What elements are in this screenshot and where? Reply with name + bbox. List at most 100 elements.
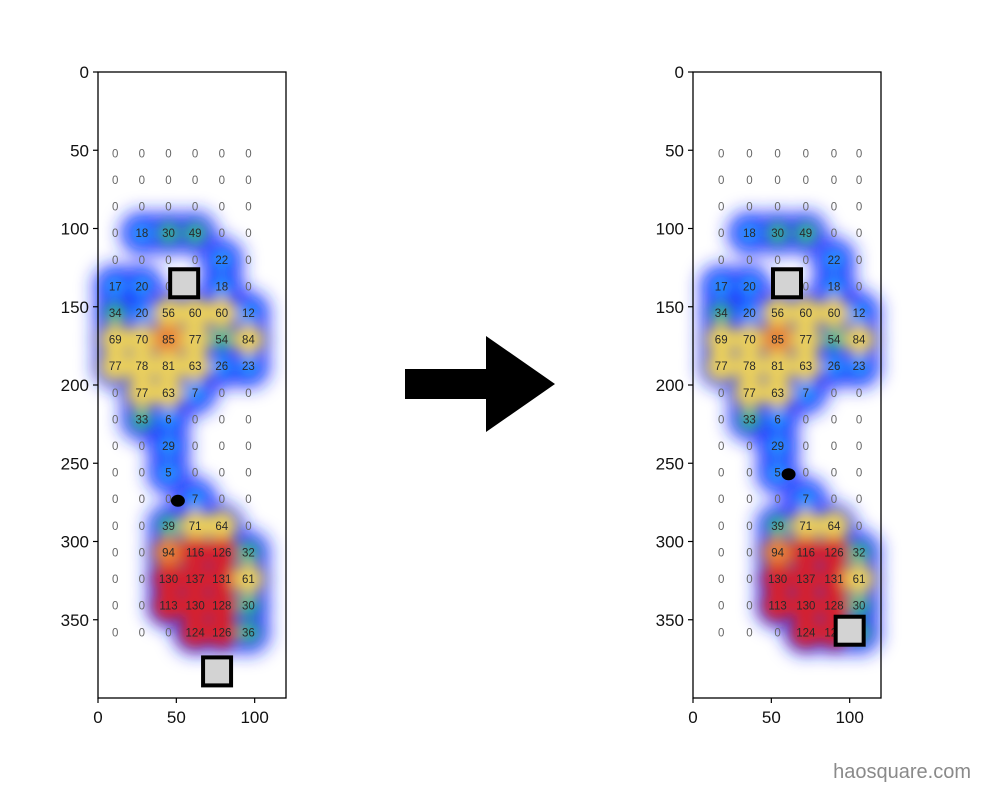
reference-dot — [170, 494, 185, 507]
x-tick-label: 50 — [762, 708, 781, 727]
heat-cell — [848, 594, 871, 617]
pressure-value: 0 — [774, 627, 780, 639]
heat-cell — [205, 589, 238, 622]
pressure-value: 126 — [824, 547, 843, 559]
pressure-value: 0 — [139, 441, 145, 453]
pressure-value: 39 — [162, 521, 175, 533]
pressure-value: 0 — [831, 148, 837, 160]
heat-cell — [157, 408, 180, 431]
square-marker — [833, 614, 866, 647]
pressure-value: 0 — [856, 255, 862, 267]
heat-cell — [179, 323, 212, 356]
heat-cell — [157, 461, 180, 484]
pressure-value: 113 — [159, 601, 177, 613]
heat-cell — [205, 536, 238, 569]
heat-cell — [818, 563, 850, 596]
heat-cell — [232, 563, 265, 596]
pressure-value: 131 — [212, 574, 231, 586]
pressure-value: 71 — [799, 521, 812, 533]
pressure-value: 30 — [853, 601, 866, 613]
heat-cell — [130, 408, 153, 431]
pressure-value: 126 — [212, 627, 231, 639]
heat-cell — [761, 589, 794, 622]
heat-cell — [152, 536, 185, 569]
pressure-value: 0 — [112, 228, 118, 240]
y-tick-label: 50 — [665, 141, 684, 160]
pressure-value: 0 — [718, 601, 724, 613]
heat-cell — [237, 621, 260, 644]
pressure-value: 54 — [828, 335, 841, 347]
pressure-value: 0 — [856, 388, 862, 400]
heat-cell — [761, 536, 794, 569]
pressure-value: 12 — [853, 308, 866, 320]
heat-cell — [794, 381, 817, 404]
heat-cell — [710, 302, 733, 325]
square-marker — [201, 655, 234, 688]
pressure-value: 12 — [242, 308, 255, 320]
pressure-value: 26 — [828, 361, 841, 373]
pressure-value: 23 — [242, 361, 255, 373]
pressure-value: 85 — [771, 335, 784, 347]
pressure-value: 0 — [139, 175, 145, 187]
pressure-value: 20 — [135, 281, 148, 293]
heat-cell — [766, 514, 789, 537]
y-tick-label: 100 — [656, 220, 684, 239]
pressure-value: 0 — [856, 281, 862, 293]
pressure-value: 0 — [831, 175, 837, 187]
pressure-value: 54 — [215, 335, 228, 347]
watermark-credit: haosquare.com — [833, 761, 971, 783]
pressure-value: 0 — [112, 175, 118, 187]
pressure-value: 0 — [112, 414, 118, 426]
pressure-value: 0 — [112, 627, 118, 639]
heat-cell — [152, 563, 185, 596]
pressure-value: 0 — [774, 175, 780, 187]
pressure-value: 0 — [139, 148, 145, 160]
pressure-value: 0 — [856, 468, 862, 480]
heat-cell — [179, 563, 212, 596]
pressure-value: 94 — [771, 547, 784, 559]
pressure-value: 5 — [165, 468, 171, 480]
heat-layer — [699, 211, 882, 655]
pressure-values: 0 0 0 0 0 0 0 0 0 0 0 0 0 0 0 0 0 0 0 18 30 49 0 0 0 0 0 0 22 0 17 20 0 0… — [715, 148, 866, 639]
pressure-value: 63 — [162, 388, 175, 400]
pressure-value: 0 — [112, 388, 118, 400]
pressure-value: 34 — [109, 308, 122, 320]
pressure-value: 0 — [803, 414, 809, 426]
heat-cell — [818, 589, 850, 622]
pressure-value: 0 — [112, 441, 118, 453]
pressure-value: 49 — [189, 228, 202, 240]
pressure-value: 126 — [212, 547, 231, 559]
heat-cell — [104, 302, 127, 325]
heat-cell — [738, 408, 761, 431]
heat-cell — [205, 297, 238, 330]
pressure-value: 0 — [718, 521, 724, 533]
x-tick-label: 100 — [240, 708, 268, 727]
pressure-value: 0 — [192, 441, 198, 453]
y-tick-label: 200 — [656, 376, 684, 395]
pressure-value: 64 — [828, 521, 841, 533]
pressure-value: 113 — [768, 601, 786, 613]
heat-cell — [184, 222, 207, 245]
pressure-value: 0 — [803, 255, 809, 267]
pressure-value: 0 — [165, 175, 171, 187]
pressure-value: 0 — [112, 202, 118, 214]
pressure-value: 0 — [112, 601, 118, 613]
pressure-value: 0 — [856, 202, 862, 214]
pressure-value: 0 — [718, 148, 724, 160]
y-tick-label: 0 — [80, 63, 89, 82]
pressure-value: 0 — [774, 255, 780, 267]
pressure-value: 0 — [803, 468, 809, 480]
pressure-value: 0 — [803, 202, 809, 214]
heat-cell — [237, 355, 260, 378]
pressure-value: 63 — [771, 388, 784, 400]
pressure-value: 7 — [803, 388, 809, 400]
x-tick-label: 100 — [835, 708, 863, 727]
pressure-value: 49 — [799, 228, 812, 240]
pressure-value: 0 — [803, 281, 809, 293]
marker-layer — [168, 267, 234, 688]
pressure-value: 0 — [718, 574, 724, 586]
pressure-value: 0 — [803, 148, 809, 160]
heat-cell — [766, 435, 789, 458]
heat-cell — [789, 350, 822, 383]
